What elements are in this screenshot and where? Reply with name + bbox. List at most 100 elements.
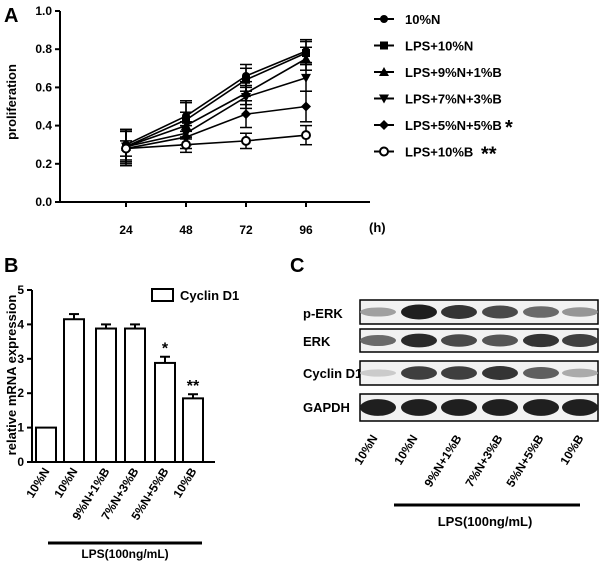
panel-a-y-tick-label: 0.4 (35, 119, 52, 133)
panel-c-western-blot: LPS(100ng/mL) p-ERK ERK Cyclin D1 GAPDH 10%N… (303, 299, 599, 529)
panel-b-y-tick-label: 5 (17, 283, 24, 297)
panel-label-b: B (4, 255, 18, 277)
panel-a-legend-label: LPS+7%N+3%B (405, 92, 502, 107)
panel-a-data-point (301, 130, 311, 141)
panel-b-y-axis-label: relative mRNA expression (4, 295, 19, 456)
panel-c-band (562, 334, 598, 347)
panel-a-series: LPS+5%N+5%B * (120, 90, 513, 167)
panel-a-y-tick-label: 0.6 (35, 80, 52, 94)
panel-b-y-tick-label: 0 (17, 455, 24, 469)
panel-b-bar (35, 426, 57, 464)
panel-c-band (441, 399, 477, 416)
panel-c-lane-label: 10%N (351, 432, 380, 467)
panel-c-band (482, 366, 518, 380)
panel-b-significance-mark: * (162, 341, 169, 358)
panel-c-band (360, 399, 396, 416)
panel-a-x-tick-label: 96 (299, 223, 313, 237)
panel-c-band (482, 334, 518, 347)
panel-c-band (360, 369, 396, 377)
panel-a-legend-marker (380, 41, 388, 50)
panel-a-legend-label: 10%N (405, 12, 440, 27)
panel-c-band (523, 306, 559, 318)
panel-a-data-point (241, 109, 251, 120)
panel-b-significance-mark: ** (187, 378, 200, 395)
panel-b-category-label: 10%B (170, 465, 199, 500)
panel-a-y-axis-label: proliferation (4, 64, 19, 140)
panel-c-band (401, 333, 437, 348)
panel-c-band (441, 334, 477, 347)
panel-a-data-point (121, 143, 131, 154)
panel-a-significance-mark: * (505, 117, 513, 139)
panel-b-bar-chart: relative mRNA expression LPS(100ng/mL) 0… (4, 283, 239, 561)
panel-a-legend-label: LPS+9%N+1%B (405, 65, 502, 80)
panel-c-lane-label: 5%N+5%B (503, 432, 546, 490)
panel-c-lane-label: 7%N+3%B (462, 432, 505, 490)
panel-b-y-tick-label: 4 (17, 317, 24, 331)
panel-b-category-label: 10%N (51, 465, 80, 500)
panel-b-bar (182, 397, 204, 463)
panel-label-c: C (290, 255, 304, 277)
panel-a-y-tick-label: 0.0 (35, 195, 52, 209)
panel-b-y-tick-label: 2 (17, 386, 24, 400)
panel-a-x-tick-label: 72 (239, 223, 253, 237)
panel-c-band (441, 305, 477, 319)
panel-c-lane-label: 10%N (391, 432, 420, 467)
panel-a-series-line (125, 134, 307, 150)
panel-c-band (401, 304, 437, 320)
panel-a-series-line (125, 52, 307, 148)
panel-a-legend-label: LPS+10%B (405, 145, 473, 160)
panel-c-band (360, 307, 396, 317)
panel-a-line-chart: proliferation (h) 0.0 0.2 0.4 0.6 0.8 1.0 24 48… (4, 4, 513, 237)
panel-a-y-tick-label: 1.0 (35, 4, 52, 18)
panel-a-data-point (301, 53, 311, 63)
panel-c-row-label: ERK (303, 334, 331, 349)
panel-a-legend-marker (379, 120, 389, 130)
panel-c-band (482, 399, 518, 416)
panel-c-group-label: LPS(100ng/mL) (438, 514, 533, 529)
panel-c-band (523, 367, 559, 379)
panel-a-y-tick-label: 0.2 (35, 157, 52, 171)
panel-a-data-point (242, 75, 250, 84)
panel-c-band (562, 368, 598, 378)
panel-a-x-tick-label: 24 (119, 223, 133, 237)
panel-a-legend-marker (380, 15, 388, 23)
panel-c-band (562, 399, 598, 416)
panel-a-series-line (125, 58, 307, 148)
panel-c-row-label: Cyclin D1 (303, 366, 362, 381)
panel-c-band (482, 305, 518, 319)
panel-c-band (523, 333, 559, 348)
panel-a-legend-label: LPS+10%N (405, 39, 473, 54)
panel-c-lane-label: 9%N+1%B (421, 432, 464, 490)
panel-c-band (562, 307, 598, 317)
panel-a-data-point (241, 135, 251, 146)
panel-b-y-tick-label: 1 (17, 421, 24, 435)
panel-c-band (360, 334, 396, 347)
panel-a-series-line (125, 77, 307, 148)
panel-a-series-line (125, 105, 307, 150)
panel-a-y-tick-label: 0.8 (35, 42, 52, 56)
panel-a-series: LPS+9%N+1%B (120, 46, 502, 163)
panel-c-band (401, 399, 437, 416)
panel-a-x-axis-unit: (h) (369, 220, 386, 235)
panel-a-legend-label: LPS+5%N+5%B (405, 118, 502, 133)
panel-b-y-tick-label: 3 (17, 352, 24, 366)
panel-b-bar (63, 318, 85, 463)
panel-b-legend-label: Cyclin D1 (180, 288, 239, 303)
panel-b-bar (154, 361, 176, 464)
panel-a-data-point (301, 73, 311, 83)
panel-a-legend-marker (379, 94, 389, 104)
panel-a-data-point (301, 101, 311, 112)
panel-b-bar (124, 327, 146, 464)
panel-a-series: LPS+7%N+3%B (120, 63, 502, 163)
panel-a-x-tick-label: 48 (179, 223, 193, 237)
panel-c-band (441, 366, 477, 380)
panel-c-row-label: p-ERK (303, 306, 343, 321)
panel-b-group-label: LPS(100ng/mL) (81, 547, 168, 561)
panel-b-category-label: 10%N (23, 465, 52, 500)
panel-c-lane-label: 10%B (557, 432, 586, 467)
panel-c-band (401, 366, 437, 380)
panel-a-legend-marker (379, 67, 389, 76)
panel-a-series-line (125, 50, 307, 146)
panel-b-legend-swatch (151, 288, 174, 302)
